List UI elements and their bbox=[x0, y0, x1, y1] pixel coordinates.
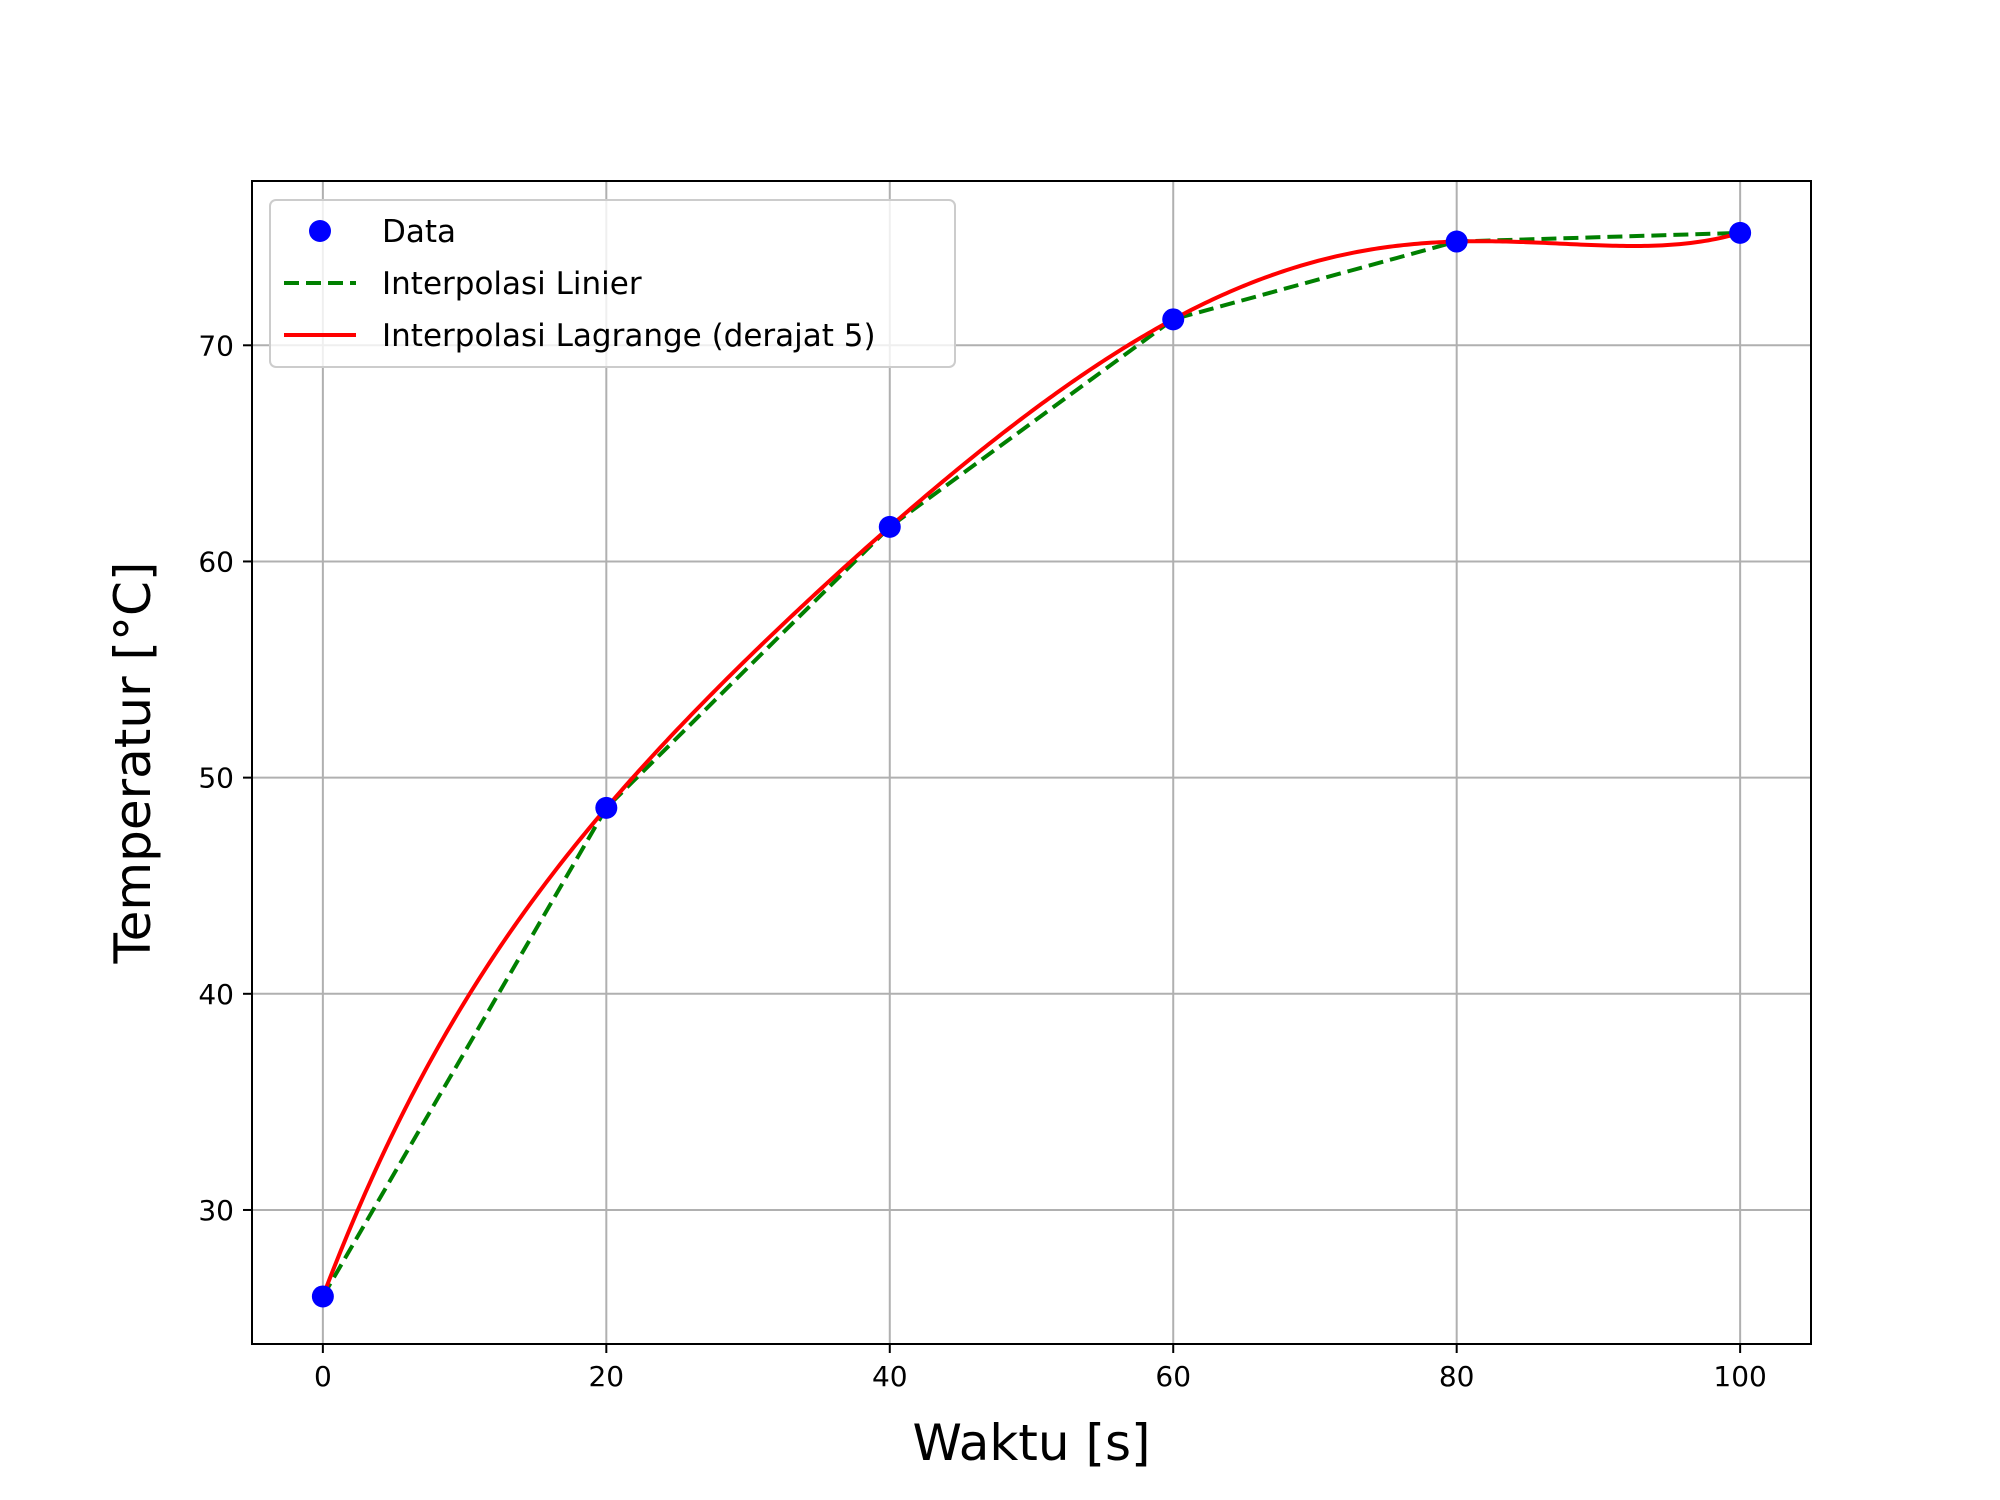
y-tick-label: 40 bbox=[198, 978, 234, 1011]
series-lagrange-line bbox=[320, 230, 1741, 1298]
x-tick-label: 100 bbox=[1713, 1360, 1766, 1393]
legend-box bbox=[269, 199, 956, 368]
axis-ticks: 0 20 40 60 80 100 30 40 50 60 70 bbox=[198, 329, 1767, 1393]
data-point bbox=[1445, 230, 1468, 253]
data-point bbox=[311, 1285, 334, 1308]
legend-label: Data bbox=[382, 214, 456, 250]
x-tick-label: 20 bbox=[588, 1360, 624, 1393]
plot-frame bbox=[251, 180, 1812, 1345]
data-point bbox=[1162, 308, 1185, 331]
y-tick-label: 50 bbox=[198, 762, 234, 795]
y-tick-label: 70 bbox=[198, 329, 234, 362]
y-axis-title: Temperatur [°C] bbox=[104, 562, 162, 965]
x-tick-label: 40 bbox=[872, 1360, 908, 1393]
x-axis-title: Waktu [s] bbox=[912, 1414, 1150, 1472]
legend-label: Interpolasi Linier bbox=[382, 266, 642, 302]
x-tick-label: 80 bbox=[1439, 1360, 1475, 1393]
legend-label: Interpolasi Lagrange (derajat 5) bbox=[382, 318, 876, 354]
plot-series bbox=[311, 221, 1752, 1308]
legend: Data Interpolasi Linier Interpolasi Lagran… bbox=[269, 199, 956, 368]
x-tick-label: 60 bbox=[1155, 1360, 1191, 1393]
y-tick-label: 60 bbox=[198, 545, 234, 578]
grid-lines bbox=[252, 181, 1811, 1344]
data-point bbox=[1729, 221, 1752, 244]
data-point bbox=[878, 515, 901, 538]
legend-marker-data bbox=[309, 220, 331, 242]
x-tick-label: 0 bbox=[314, 1360, 332, 1393]
data-point bbox=[595, 796, 618, 819]
y-tick-label: 30 bbox=[198, 1194, 234, 1227]
